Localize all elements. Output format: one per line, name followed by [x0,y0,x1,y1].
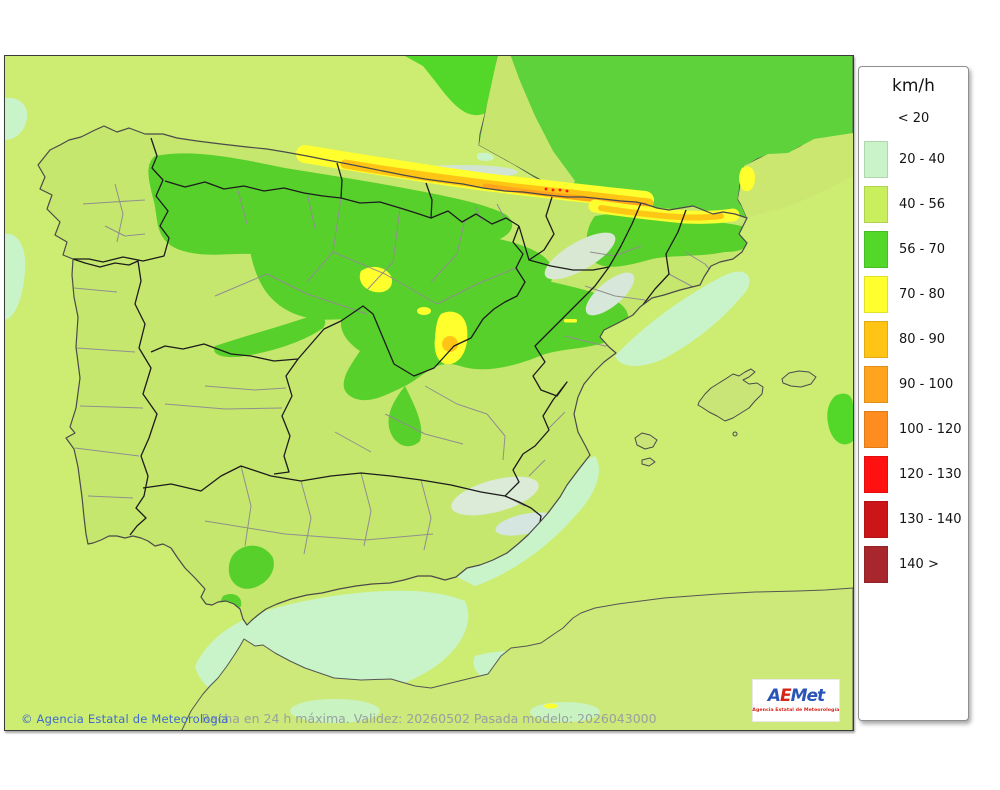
spain-map-canvas [5,56,853,730]
model-run-caption: Racha en 24 h máxima. Validez: 20260502 … [201,711,657,726]
aemet-logo-word: AEMet [767,686,825,706]
logo-letter: E [779,686,792,706]
cabrera-island [732,431,738,437]
logo-letter: t [817,686,825,706]
formentera-island [641,457,656,467]
legend-item: 130 - 140 [864,501,968,538]
logo-letter: A [767,686,781,706]
extreme-gust-dots [544,187,569,193]
balearic-islands [634,368,817,467]
legend-item: 80 - 90 [864,321,968,358]
legend-label: 80 - 90 [899,332,946,347]
legend-swatch [864,276,888,313]
menorca-island [781,370,817,388]
legend-label: 70 - 80 [899,287,946,302]
legend-swatch [864,231,888,268]
legend-label: 130 - 140 [899,512,962,527]
ibiza-island [634,432,658,450]
legend-title: km/h [892,76,935,96]
legend-swatch [864,411,888,448]
legend-item: 40 - 56 [864,186,968,223]
legend-item: 20 - 40 [864,141,968,178]
aemet-logo-tagline: Agencia Estatal de Meteorología [752,707,840,713]
legend-swatch [864,456,888,493]
legend-label: 120 - 130 [899,467,962,482]
legend-label: 20 - 40 [899,152,946,167]
legend-item: 56 - 70 [864,231,968,268]
legend-label: 100 - 120 [899,422,962,437]
legend-label: 40 - 56 [899,197,946,212]
legend-swatch [864,141,888,178]
legend-open-label: < 20 [897,111,930,126]
legend-item: 140 > [864,546,968,583]
legend-item: 120 - 130 [864,456,968,493]
legend-swatch [864,546,888,583]
legend-swatch [864,321,888,358]
iberia-wind-regions [148,153,747,612]
legend-swatch [864,186,888,223]
copyright-text: © Agencia Estatal de Meteorología [21,712,229,726]
wind-gust-map: © Agencia Estatal de Meteorología Racha … [4,55,854,731]
legend-label: 140 > [899,557,939,572]
legend-item: 100 - 120 [864,411,968,448]
province-borders [73,183,718,555]
france-landmass [478,56,853,219]
legend-item: 90 - 100 [864,366,968,403]
legend-item: 70 - 80 [864,276,968,313]
logo-letter: M [790,686,808,706]
cantabrian-coast-gust-band [296,145,740,224]
legend-label: 90 - 100 [899,377,954,392]
aemet-logo: AEMet Agencia Estatal de Meteorología [752,679,840,722]
legend-label: 56 - 70 [899,242,946,257]
africa-landmass [181,587,853,730]
legend-swatch [864,501,888,538]
legend-swatch [864,366,888,403]
mallorca-island [697,368,764,422]
legend-items: 20 - 40 40 - 56 56 - 70 70 - 80 80 - 90 90 - … [859,141,968,583]
wind-speed-legend: km/h < 20 20 - 40 40 - 56 56 - 70 70 - 80 80… [858,66,969,721]
logo-letter: e [806,686,818,706]
